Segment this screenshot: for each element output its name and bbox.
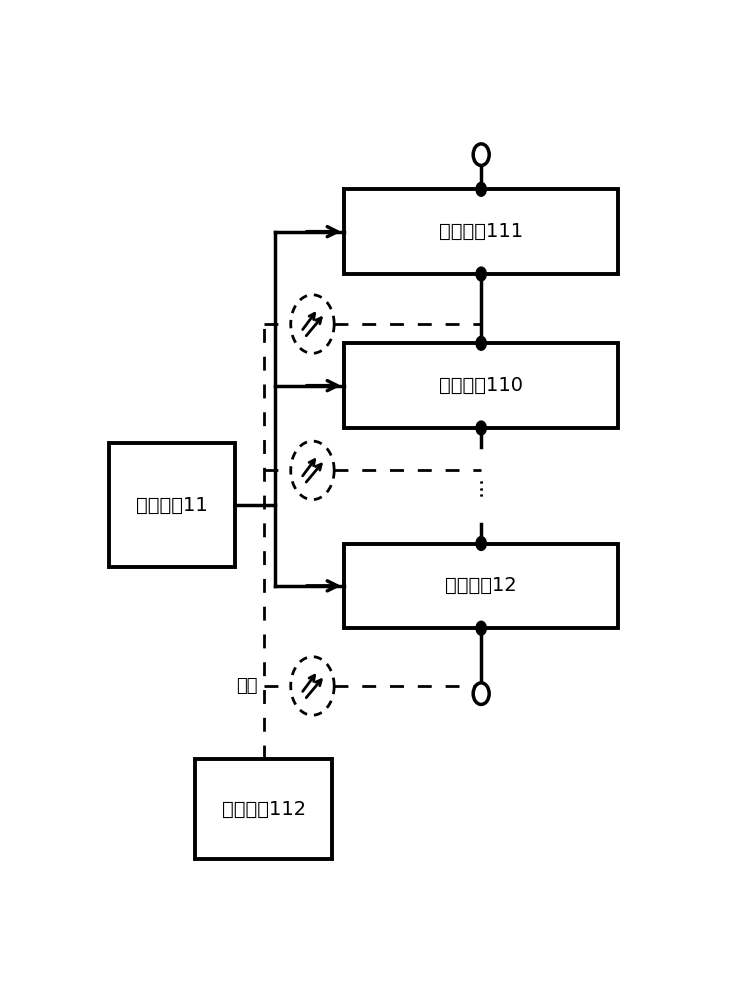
Bar: [344, 544, 618, 628]
Circle shape: [476, 336, 486, 350]
Text: 开关单元111: 开关单元111: [439, 222, 523, 241]
Text: 开关单元12: 开关单元12: [445, 576, 517, 595]
Bar: [344, 343, 618, 428]
Text: 光纤: 光纤: [237, 677, 258, 695]
Circle shape: [473, 144, 489, 165]
Text: 开关单元110: 开关单元110: [439, 376, 523, 395]
Text: 控制单元112: 控制单元112: [222, 800, 306, 819]
Circle shape: [476, 421, 486, 435]
Circle shape: [476, 537, 486, 550]
Circle shape: [476, 267, 486, 281]
Circle shape: [476, 182, 486, 196]
Bar: [344, 189, 618, 274]
Text: ···: ···: [471, 475, 492, 496]
Bar: [195, 759, 333, 859]
Circle shape: [476, 621, 486, 635]
Circle shape: [473, 683, 489, 704]
Text: 供电单元11: 供电单元11: [137, 495, 208, 514]
Bar: [109, 443, 235, 567]
